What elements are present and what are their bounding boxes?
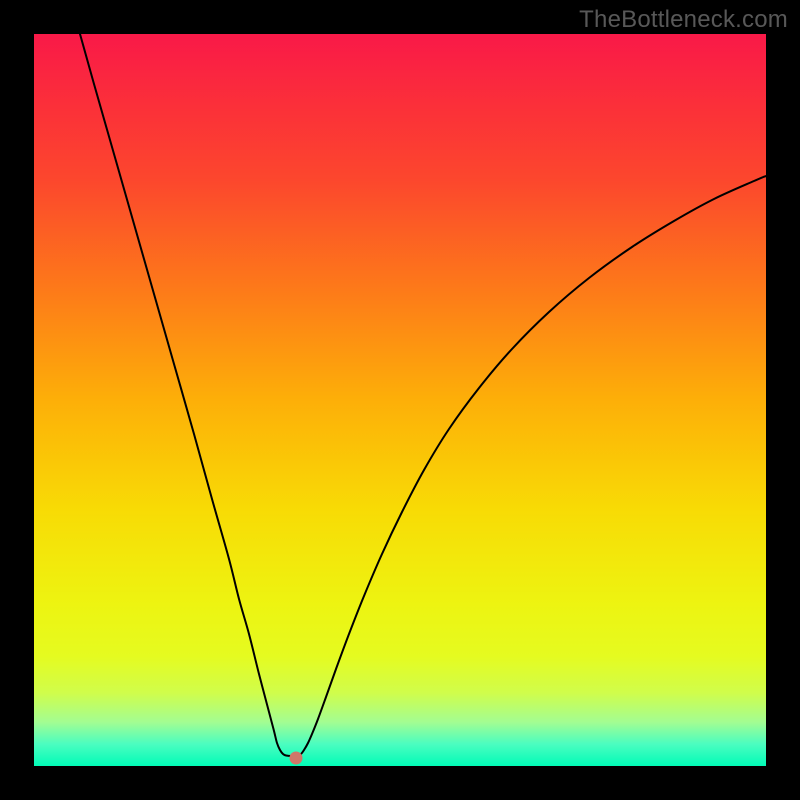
plot-area	[34, 34, 766, 766]
chart-frame: TheBottleneck.com	[0, 0, 800, 800]
watermark-text: TheBottleneck.com	[579, 6, 788, 34]
minimum-marker	[290, 752, 303, 765]
bottleneck-curve-line	[80, 34, 766, 756]
bottleneck-curve-svg	[34, 34, 766, 766]
